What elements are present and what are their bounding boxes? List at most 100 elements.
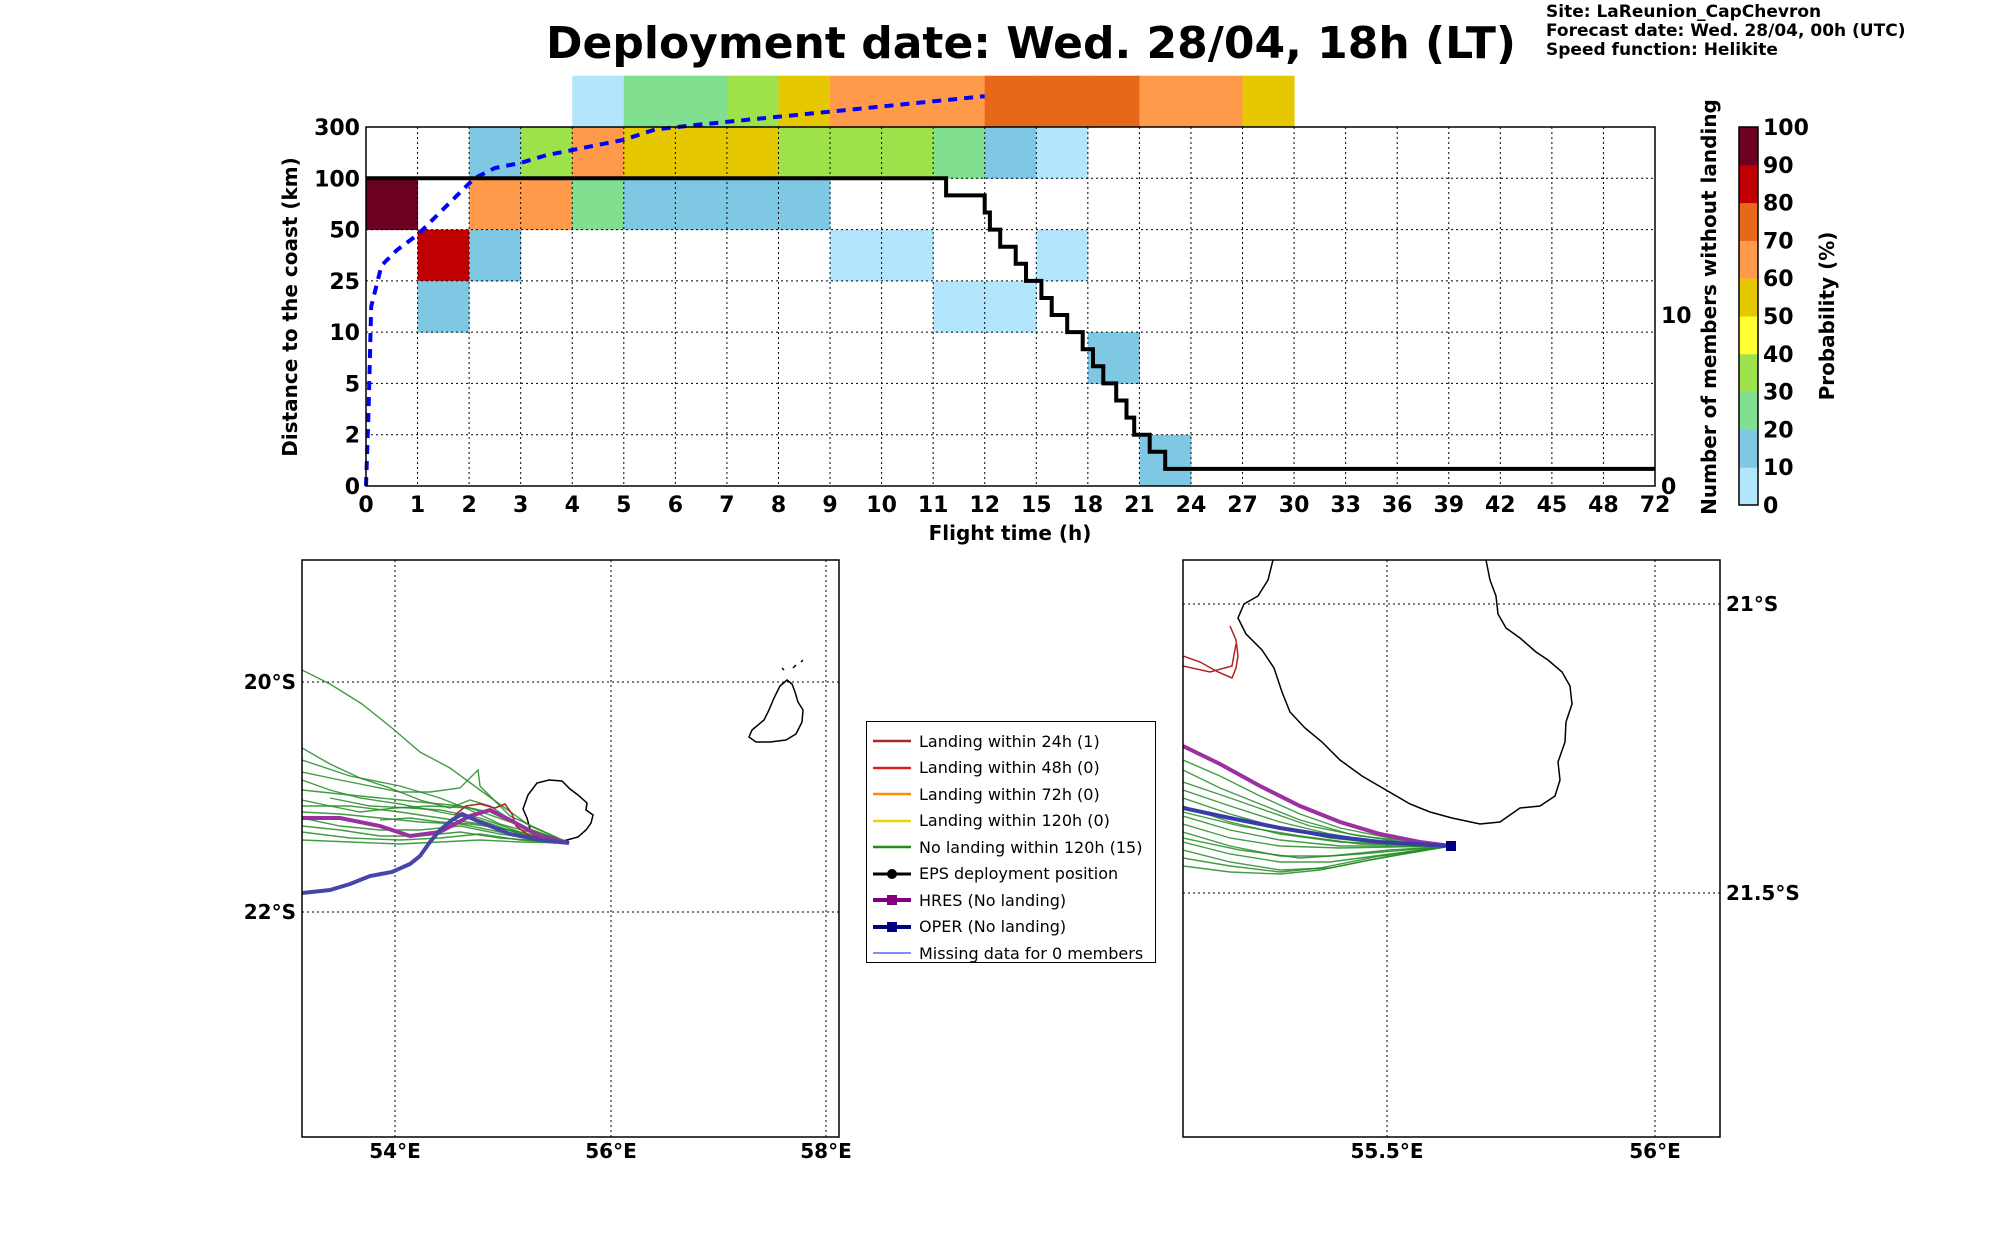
heatmap-cell <box>623 75 676 128</box>
x-tick-label: 0 <box>358 493 373 518</box>
x-tick-label: 33 <box>1330 493 1361 518</box>
heatmap-cell <box>572 75 625 128</box>
colorbar-cells <box>1739 127 1758 506</box>
legend-label: No landing within 120h (15) <box>919 837 1143 857</box>
legend-label: Landing within 24h (1) <box>919 731 1100 751</box>
legend-item: Missing data for 0 members <box>867 940 1155 967</box>
no-landing-trajectory <box>1183 815 1451 847</box>
hres-trajectory <box>1183 744 1452 848</box>
heatmap-cell <box>1036 75 1089 128</box>
heatmap-cells <box>366 75 1295 487</box>
legend-swatch <box>873 766 911 769</box>
y-tick-label: 10 <box>329 321 360 346</box>
legend-item: Landing within 120h (0) <box>867 808 1155 835</box>
x-tick-label: 30 <box>1279 493 1310 518</box>
x-tick-label: 7 <box>719 493 734 518</box>
heatmap-cell <box>778 127 831 179</box>
y-tick-label: 2 <box>345 424 360 449</box>
legend-swatch <box>873 740 911 743</box>
x-tick-label: 11 <box>918 493 949 518</box>
no-landing-trajectory <box>1183 845 1452 875</box>
x-tick-label: 48 <box>1588 493 1619 518</box>
heatmap-cell <box>1139 75 1192 128</box>
left-map-trajectories <box>302 669 570 895</box>
x-tick-label: 36 <box>1382 493 1413 518</box>
colorbar-cell <box>1739 467 1758 506</box>
no-landing-trajectory <box>1183 781 1452 847</box>
y-tick-label: 0 <box>345 475 360 500</box>
heatmap-cell <box>675 127 728 179</box>
x-tick-label: 1 <box>410 493 425 518</box>
heatmap-cell <box>469 178 522 231</box>
legend-label: EPS deployment position <box>919 864 1119 884</box>
heatmap-cell <box>417 280 470 333</box>
y-axis-label: Distance to the coast (km) <box>278 157 302 457</box>
legend-label: Missing data for 0 members <box>919 943 1144 963</box>
heatmap-cell <box>984 127 1037 179</box>
forecast-date-label: Forecast date: Wed. 28/04, 00h (UTC) <box>1546 21 1906 41</box>
x-tick-label: 24 <box>1176 493 1207 518</box>
heatmap-x-ticks: 0 1 2 3 4 5 6 7 8 9 10 11 12 15 18 21 24 27 30 33 36 39 42 45 48… <box>358 493 1670 518</box>
heatmap-cell <box>572 178 625 231</box>
no-landing-trajectory <box>302 831 570 844</box>
heatmap-cell <box>417 229 470 282</box>
x-tick-label: 39 <box>1433 493 1464 518</box>
no-landing-trajectory <box>302 759 570 844</box>
x-tick-label: 9 <box>822 493 837 518</box>
landing-24h-trajectory <box>1183 625 1239 679</box>
page-title: Deployment date: Wed. 28/04, 18h (LT) <box>546 18 1516 69</box>
colorbar-tick-label: 40 <box>1763 343 1794 368</box>
colorbar-tick-label: 60 <box>1763 267 1794 292</box>
x-tick-label: 5 <box>616 493 631 518</box>
colorbar-cell <box>1739 278 1758 317</box>
heatmap-cell <box>726 75 779 128</box>
oper-trajectory <box>1183 806 1452 848</box>
left-map-xtick: 54°E <box>369 1139 421 1163</box>
heatmap-cell <box>366 178 419 231</box>
no-landing-trajectory <box>1183 811 1452 847</box>
y2-axis-label: Number of members without landing <box>1697 99 1721 515</box>
heatmap-cell <box>984 280 1037 333</box>
no-landing-trajectory <box>1183 831 1452 857</box>
legend-swatch <box>873 868 911 879</box>
right-map-xtick: 56°E <box>1629 1139 1681 1163</box>
colorbar-tick-label: 30 <box>1763 381 1794 406</box>
legend-label: Landing within 72h (0) <box>919 784 1100 804</box>
heatmap-cell <box>778 178 831 231</box>
right-map: 55.5°E 56°E 21°S 21.5°S <box>1182 559 1800 1163</box>
y-tick-label: 25 <box>329 270 360 295</box>
probability-colorbar: 0 10 20 30 40 50 60 70 80 90 100 Probability (%) <box>1738 116 1839 519</box>
left-map-ytick: 20°S <box>244 670 296 694</box>
heatmap-cell <box>933 75 986 128</box>
colorbar-cell <box>1739 240 1758 279</box>
x-tick-label: 8 <box>771 493 786 518</box>
heatmap-cell <box>778 75 831 128</box>
x-tick-label: 6 <box>668 493 683 518</box>
deployment-marker <box>1446 841 1456 851</box>
heatmap-cell <box>984 75 1037 128</box>
colorbar-tick-label: 50 <box>1763 305 1794 330</box>
heatmap-y2-ticks: 0 10 <box>1661 304 1692 500</box>
x-tick-label: 10 <box>866 493 897 518</box>
heatmap-cell <box>623 127 676 179</box>
x-tick-label: 18 <box>1073 493 1104 518</box>
no-landing-trajectory <box>302 817 570 844</box>
right-map-content <box>1183 560 1720 1137</box>
y-tick-label: 5 <box>345 372 360 397</box>
heatmap-cell <box>520 127 573 179</box>
right-map-frame <box>1182 559 1721 1138</box>
heatmap-cell <box>726 127 779 179</box>
heatmap-cell <box>469 127 522 179</box>
landing-24h-trajectory <box>454 803 570 844</box>
heatmap-cell <box>1190 75 1244 128</box>
legend-item: OPER (No landing) <box>867 914 1155 941</box>
y2-tick-label: 0 <box>1661 475 1676 500</box>
reunion-coastline-zoom <box>1237 560 1573 825</box>
legend-item: EPS deployment position <box>867 861 1155 888</box>
no-landing-trajectory <box>302 669 570 844</box>
left-map-frame <box>301 559 840 1138</box>
right-map-gridlines <box>1183 560 1720 1137</box>
x-tick-label: 72 <box>1640 493 1671 518</box>
heatmap-cell <box>1242 75 1295 128</box>
x-tick-label: 4 <box>565 493 580 518</box>
